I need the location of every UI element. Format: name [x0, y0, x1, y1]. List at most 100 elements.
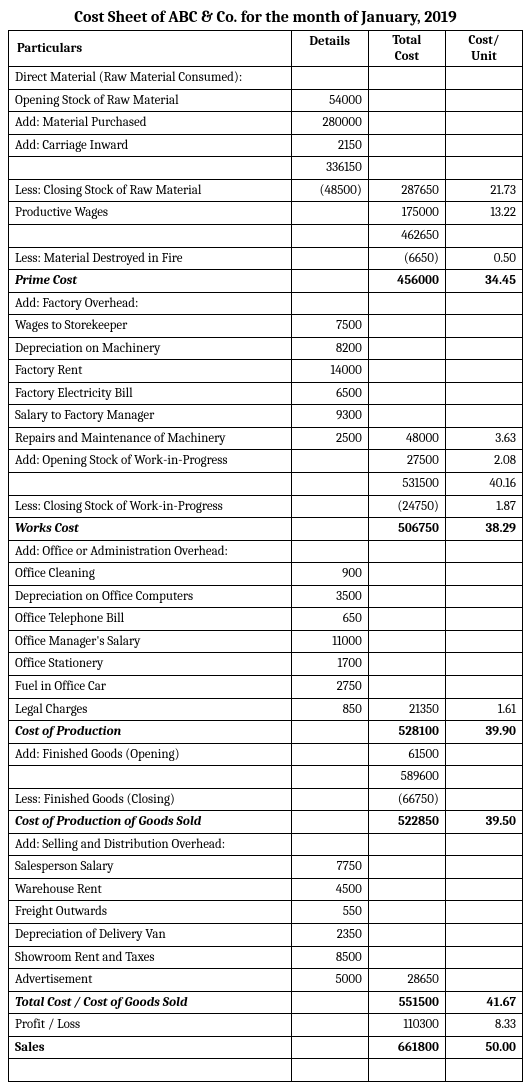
table-row: Profit / Loss1103008.33 — [9, 1014, 523, 1037]
cell-details — [291, 247, 368, 270]
cell-particulars: Office Stationery — [9, 653, 292, 676]
cell-cost-unit: 41.67 — [445, 991, 522, 1014]
cell-particulars: Office Telephone Bill — [9, 608, 292, 631]
cell-details — [291, 833, 368, 856]
cell-particulars — [9, 157, 292, 180]
cell-cost-unit: 21.73 — [445, 179, 522, 202]
cell-particulars: Profit / Loss — [9, 1014, 292, 1037]
cell-total-cost: 661800 — [368, 1036, 445, 1059]
cell-cost-unit — [445, 833, 522, 856]
cell-particulars: Showroom Rent and Taxes — [9, 946, 292, 969]
cell-cost-unit — [445, 901, 522, 924]
cell-details — [291, 1059, 368, 1082]
table-row: Sales66180050.00 — [9, 1036, 523, 1059]
cell-total-cost: 175000 — [368, 202, 445, 225]
cell-particulars: Office Cleaning — [9, 563, 292, 586]
cell-total-cost: 110300 — [368, 1014, 445, 1037]
cell-cost-unit — [445, 969, 522, 992]
col-total-cost-l1: Total — [392, 33, 421, 49]
table-row: Repairs and Maintenance of Machinery2500… — [9, 427, 523, 450]
cell-total-cost: 27500 — [368, 450, 445, 473]
cell-particulars: Factory Electricity Bill — [9, 382, 292, 405]
cell-total-cost — [368, 675, 445, 698]
cell-total-cost — [368, 337, 445, 360]
cell-total-cost: (24750) — [368, 495, 445, 518]
table-row: Add: Opening Stock of Work-in-Progress 27… — [9, 450, 523, 473]
table-row: Add: Material Purchased280000 — [9, 112, 523, 135]
cell-particulars: Cost of Production — [9, 721, 292, 744]
cell-total-cost — [368, 360, 445, 383]
cell-cost-unit: 2.08 — [445, 450, 522, 473]
cell-total-cost — [368, 292, 445, 315]
cell-particulars: Add: Office or Administration Overhead: — [9, 540, 292, 563]
cell-particulars: Office Manager's Salary — [9, 630, 292, 653]
cell-details — [291, 292, 368, 315]
cell-total-cost — [368, 563, 445, 586]
table-row: Office Cleaning900 — [9, 563, 523, 586]
cell-details: 9300 — [291, 405, 368, 428]
cell-total-cost — [368, 540, 445, 563]
cell-cost-unit: 39.50 — [445, 811, 522, 834]
cell-total-cost: 61500 — [368, 743, 445, 766]
cell-cost-unit — [445, 67, 522, 90]
cell-particulars: Legal Charges — [9, 698, 292, 721]
cell-total-cost: (66750) — [368, 788, 445, 811]
cell-cost-unit — [445, 923, 522, 946]
cell-particulars — [9, 225, 292, 248]
table-row: Add: Carriage Inward2150 — [9, 134, 523, 157]
table-row: Works Cost50675038.29 — [9, 518, 523, 541]
cell-details: 2500 — [291, 427, 368, 450]
cell-cost-unit: 0.50 — [445, 247, 522, 270]
cell-particulars: Opening Stock of Raw Material — [9, 89, 292, 112]
cell-details: 850 — [291, 698, 368, 721]
cell-particulars: Add: Selling and Distribution Overhead: — [9, 833, 292, 856]
cell-total-cost — [368, 653, 445, 676]
cell-details: 1700 — [291, 653, 368, 676]
cell-details — [291, 518, 368, 541]
col-cost-unit: Cost/ Unit — [445, 31, 522, 67]
cell-particulars: Less: Finished Goods (Closing) — [9, 788, 292, 811]
cell-details: 2750 — [291, 675, 368, 698]
cell-cost-unit — [445, 630, 522, 653]
cell-details — [291, 540, 368, 563]
cell-particulars: Direct Material (Raw Material Consumed): — [9, 67, 292, 90]
cell-details: 280000 — [291, 112, 368, 135]
cell-details: (48500) — [291, 179, 368, 202]
table-row: Wages to Storekeeper7500 — [9, 315, 523, 338]
cell-details — [291, 473, 368, 496]
cell-particulars: Add: Opening Stock of Work-in-Progress — [9, 450, 292, 473]
cell-particulars: Depreciation on Machinery — [9, 337, 292, 360]
table-row: Less: Material Destroyed in Fire(6650)0.… — [9, 247, 523, 270]
table-row: Depreciation of Delivery Van2350 — [9, 923, 523, 946]
cell-cost-unit — [445, 292, 522, 315]
table-row: Office Manager's Salary11000 — [9, 630, 523, 653]
cell-details — [291, 991, 368, 1014]
table-row: Add: Factory Overhead: — [9, 292, 523, 315]
table-row: Salary to Factory Manager9300 — [9, 405, 523, 428]
cell-cost-unit — [445, 540, 522, 563]
cell-total-cost — [368, 1059, 445, 1082]
cell-total-cost: 531500 — [368, 473, 445, 496]
cell-cost-unit — [445, 382, 522, 405]
table-row: Less: Closing Stock of Raw Material(4850… — [9, 179, 523, 202]
cell-details — [291, 811, 368, 834]
cell-cost-unit — [445, 585, 522, 608]
cell-particulars: Works Cost — [9, 518, 292, 541]
cell-cost-unit — [445, 788, 522, 811]
cell-particulars: Less: Closing Stock of Work-in-Progress — [9, 495, 292, 518]
cell-details — [291, 67, 368, 90]
col-cost-unit-l1: Cost/ — [468, 33, 499, 49]
cell-cost-unit — [445, 134, 522, 157]
table-row: Depreciation on Office Computers3500 — [9, 585, 523, 608]
col-details: Details — [291, 31, 368, 67]
cell-total-cost — [368, 901, 445, 924]
table-row: Legal Charges850213501.61 — [9, 698, 523, 721]
cell-total-cost — [368, 856, 445, 879]
cell-particulars: Sales — [9, 1036, 292, 1059]
cell-details — [291, 202, 368, 225]
cell-total-cost: 287650 — [368, 179, 445, 202]
cell-cost-unit: 40.16 — [445, 473, 522, 496]
table-row: Factory Rent14000 — [9, 360, 523, 383]
cell-details — [291, 721, 368, 744]
table-row: Advertisement500028650 — [9, 969, 523, 992]
